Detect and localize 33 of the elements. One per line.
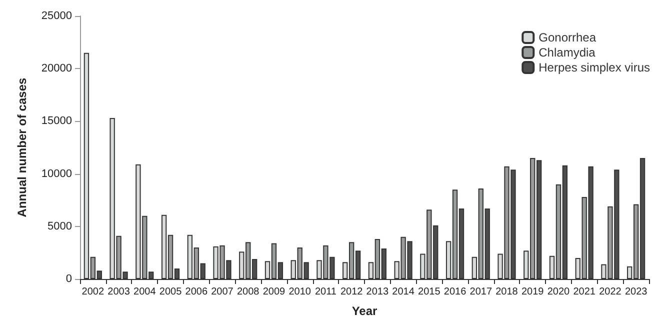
- x-tick-label: 2013: [366, 286, 389, 298]
- x-tick-label: 2018: [496, 286, 518, 298]
- x-tick-label: 2020: [547, 286, 570, 298]
- y-tick-label: 15000: [41, 115, 72, 128]
- x-tick-label: 2015: [418, 286, 441, 298]
- x-tick-label: 2016: [444, 286, 467, 298]
- x-tick-label: 2022: [599, 286, 622, 298]
- x-tick-label: 2010: [288, 286, 312, 298]
- x-tick-label: 2006: [185, 286, 208, 298]
- y-tick-label: 25000: [41, 10, 72, 22]
- x-tick-label: 2002: [82, 286, 104, 298]
- legend-label: Herpes simplex virus: [538, 60, 650, 74]
- x-tick-label: 2023: [624, 286, 648, 298]
- y-tick-label: 5000: [48, 220, 72, 232]
- x-tick-label: 2021: [573, 286, 596, 298]
- x-tick-label: 2005: [159, 286, 182, 298]
- x-tick-label: 2019: [521, 286, 544, 298]
- x-tick-label: 2012: [340, 286, 364, 298]
- x-axis-title: Year: [352, 304, 378, 318]
- y-axis-title: Annual number of cases: [15, 77, 29, 218]
- x-tick-label: 2003: [108, 286, 130, 298]
- legend-label: Gonorrhea: [538, 30, 596, 44]
- y-tick-label: 10000: [41, 168, 72, 180]
- x-tick-label: 2011: [314, 286, 337, 298]
- x-tick-label: 2008: [236, 286, 260, 298]
- x-tick-label: 2009: [262, 286, 286, 298]
- x-tick-label: 2004: [134, 286, 156, 298]
- legend-label: Chlamydia: [538, 46, 596, 60]
- y-tick-label: 20000: [41, 62, 72, 75]
- y-tick-label: 0: [66, 273, 72, 285]
- x-tick-label: 2014: [392, 286, 415, 298]
- x-tick-label: 2007: [211, 286, 234, 298]
- x-tick-label: 2017: [470, 286, 492, 298]
